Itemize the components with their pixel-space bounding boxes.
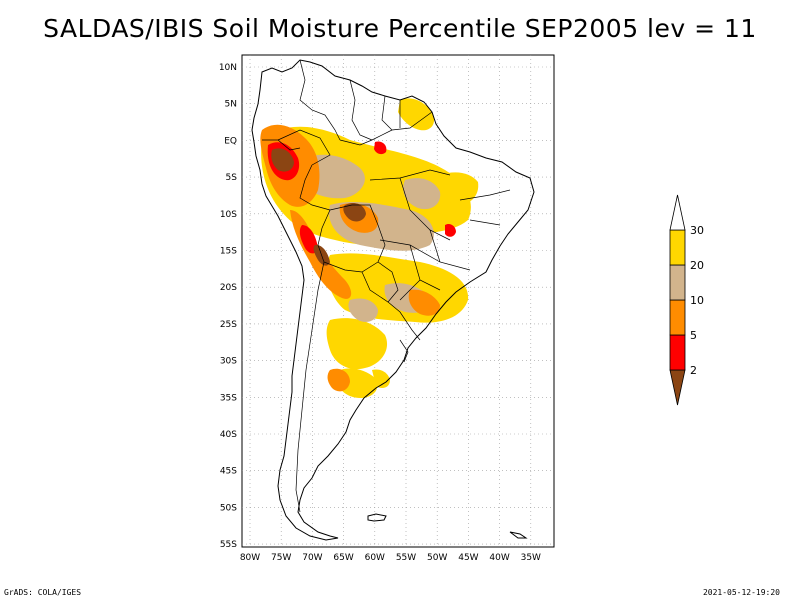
border-bolivia-paraguay — [323, 261, 379, 273]
region-south-yellow — [326, 318, 388, 370]
south-georgia — [509, 531, 528, 539]
lat-label: 45S — [220, 467, 237, 477]
region-red-andes — [299, 225, 318, 254]
lon-label: 40W — [489, 553, 509, 563]
timestamp: 2021-05-12-19:20 — [702, 588, 780, 597]
region-orange-southeast — [408, 289, 440, 316]
lon-label: 35W — [521, 553, 541, 563]
border-brazil-states — [369, 169, 511, 301]
lat-label: 15S — [220, 247, 237, 257]
colorbar-label: 20 — [690, 259, 704, 272]
latitude-labels: 10N 5N EQ 5S 10S 15S 20S 25S 30S 35S 40S 45S 50S 55S — [219, 63, 237, 550]
longitude-labels: 80W 75W 70W 65W 60W 55W 50W 45W 40W 35W — [240, 553, 541, 563]
lat-label: 50S — [220, 503, 237, 513]
lat-label: 10S — [220, 210, 237, 220]
region-red-east — [445, 223, 456, 237]
colorbar-label: 2 — [690, 364, 697, 377]
colorbar-segment — [669, 299, 686, 336]
border-uruguay — [399, 339, 409, 363]
map-title: SALDAS/IBIS Soil Moisture Percentile SEP… — [43, 14, 757, 43]
colorbar-arrow-low — [669, 369, 686, 406]
lat-label: 55S — [220, 540, 237, 550]
region-tan-east — [403, 178, 441, 210]
soil-moisture-shading — [260, 98, 479, 398]
colorbar-segment — [669, 334, 686, 371]
region-brown-west — [271, 148, 294, 172]
colorbar-segment — [669, 229, 686, 266]
border-argentina-brazil — [387, 301, 421, 341]
falkland-islands — [367, 513, 387, 522]
region-tan-parana — [348, 298, 378, 322]
lon-label: 50W — [427, 553, 447, 563]
lon-label: 80W — [240, 553, 260, 563]
lon-label: 60W — [365, 553, 385, 563]
region-amapa-yellow — [398, 98, 435, 131]
border-colombia-peru — [277, 129, 331, 166]
border-peru-bolivia — [317, 209, 331, 263]
border-paraguay — [361, 261, 399, 303]
lat-label: EQ — [224, 136, 237, 146]
lon-label: 70W — [302, 553, 322, 563]
region-brown-central — [343, 203, 366, 222]
lat-label: 30S — [220, 357, 237, 367]
region-uruguay-yellow — [372, 369, 390, 388]
south-america-coastline — [251, 59, 535, 541]
border-brazil-north — [339, 111, 433, 146]
grads-credit: GrADS: COLA/IGES — [4, 588, 82, 597]
border-venezuela-guyana — [349, 79, 373, 141]
region-orange-south — [327, 368, 350, 392]
lat-label: 10N — [219, 63, 237, 73]
country-borders — [262, 59, 511, 513]
region-northeast-yellow — [439, 172, 479, 205]
lon-label: 55W — [396, 553, 416, 563]
border-peru-brazil — [299, 164, 331, 211]
lat-label: 40S — [220, 430, 237, 440]
border-colombia-venezuela — [299, 59, 341, 141]
lon-label: 45W — [458, 553, 478, 563]
colorbar-arrow-high — [669, 194, 686, 231]
border-chile-argentina — [295, 261, 325, 513]
lat-label: 25S — [220, 320, 237, 330]
lon-label: 75W — [271, 553, 291, 563]
region-red-amapa — [374, 141, 387, 155]
border-ecuador-peru — [262, 139, 301, 151]
lat-label: 35S — [220, 393, 237, 403]
lat-label: 5N — [225, 100, 237, 110]
lat-label: 5S — [226, 173, 238, 183]
coastline — [251, 59, 535, 541]
colorbar-label: 30 — [690, 224, 704, 237]
border-bolivia-brazil — [329, 204, 386, 263]
colorbar: 2 5 10 20 30 — [669, 194, 704, 406]
colorbar-label: 5 — [690, 329, 697, 342]
colorbar-label: 10 — [690, 294, 704, 307]
border-guianas — [381, 95, 401, 131]
lat-label: 20S — [220, 283, 237, 293]
lon-label: 65W — [333, 553, 353, 563]
colorbar-segment — [669, 264, 686, 301]
